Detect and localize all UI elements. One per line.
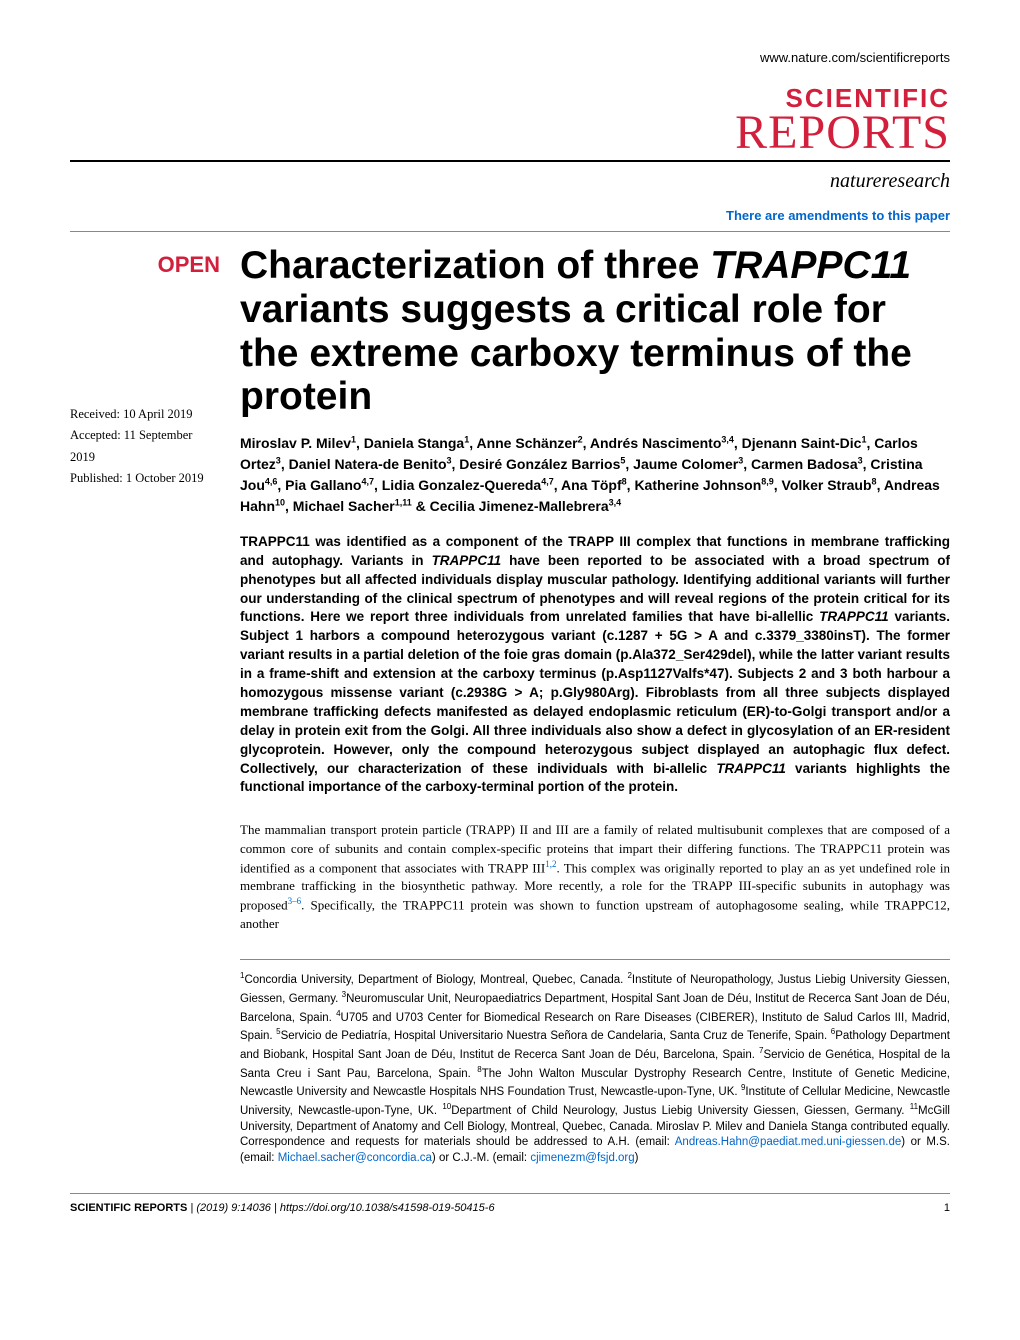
footer-journal: SCIENTIFIC REPORTS: [70, 1202, 187, 1214]
published-date: Published: 1 October 2019: [70, 468, 220, 489]
publisher-name: natureresearch: [70, 170, 950, 193]
received-date: Received: 10 April 2019: [70, 404, 220, 425]
open-access-badge: OPEN: [70, 244, 220, 278]
journal-name-bottom: REPORTS: [70, 111, 950, 162]
author-list: Miroslav P. Milev1, Daniela Stanga1, Ann…: [240, 433, 950, 517]
footer-cite: | (2019) 9:14036 | https://doi.org/10.10…: [187, 1202, 494, 1214]
title-gene: TRAPPC11: [710, 244, 911, 287]
body-paragraph: The mammalian transport protein particle…: [240, 821, 950, 933]
affiliations: 1Concordia University, Department of Bio…: [240, 970, 950, 1167]
page-footer: SCIENTIFIC REPORTS | (2019) 9:14036 | ht…: [70, 1193, 950, 1214]
abstract: TRAPPC11 was identified as a component o…: [240, 533, 950, 797]
title-post: variants suggests a critical role for th…: [240, 288, 912, 418]
article-title: Characterization of three TRAPPC11 varia…: [240, 244, 950, 419]
footer-citation: SCIENTIFIC REPORTS | (2019) 9:14036 | ht…: [70, 1202, 495, 1214]
main-column: Characterization of three TRAPPC11 varia…: [240, 244, 950, 1167]
journal-logo: SCIENTIFIC REPORTS: [70, 85, 950, 162]
title-pre: Characterization of three: [240, 244, 710, 287]
header-url: www.nature.com/scientificreports: [70, 50, 950, 65]
affiliations-divider: [240, 959, 950, 960]
left-column: OPEN Received: 10 April 2019 Accepted: 1…: [70, 244, 220, 1167]
accepted-date: Accepted: 11 September 2019: [70, 425, 220, 468]
amendments-link[interactable]: There are amendments to this paper: [70, 208, 950, 223]
top-divider: [70, 231, 950, 232]
page-number: 1: [944, 1202, 950, 1214]
